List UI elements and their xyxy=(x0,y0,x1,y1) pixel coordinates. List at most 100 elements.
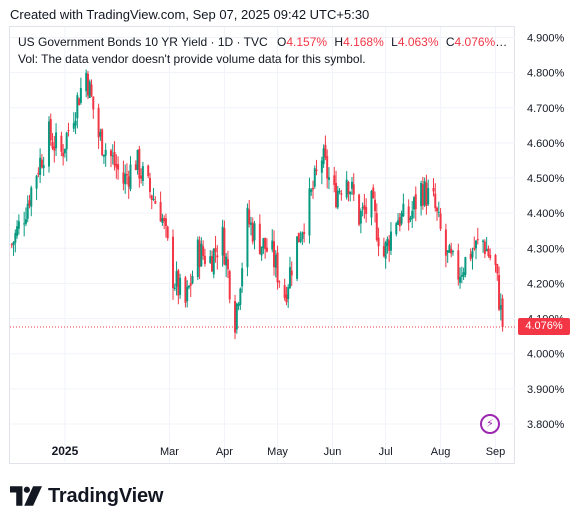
candle-body xyxy=(166,226,169,239)
x-tick-label: Mar xyxy=(160,446,179,458)
candle-body xyxy=(122,172,125,184)
candle-body xyxy=(365,207,368,214)
candle-body xyxy=(225,256,228,266)
candle-body xyxy=(198,240,201,268)
legend-close-label: C xyxy=(445,35,455,49)
legend-line: US Government Bonds 10 YR Yield · 1D · T… xyxy=(18,35,507,49)
candle-body xyxy=(301,232,304,240)
candle-body xyxy=(42,165,45,169)
tradingview-logo[interactable]: TradingView xyxy=(10,484,163,508)
candle-body xyxy=(51,142,54,149)
created-with-caption: Created with TradingView.com, Sep 07, 20… xyxy=(10,7,370,22)
candle-body xyxy=(53,146,56,151)
x-tick-label: 2025 xyxy=(52,444,79,458)
candle-body xyxy=(202,246,205,257)
candle-body xyxy=(296,236,299,279)
candle-body xyxy=(216,255,219,258)
candle-body xyxy=(150,195,153,200)
candle-body xyxy=(39,157,42,175)
candle-body xyxy=(473,247,476,250)
candle-body xyxy=(313,168,316,187)
candle-body xyxy=(425,182,428,206)
flash-icon[interactable]: ⚡ xyxy=(480,414,500,434)
y-tick-label: 4.500% xyxy=(527,173,565,185)
candle-body xyxy=(333,175,336,186)
candle-body xyxy=(239,288,242,305)
candle-body xyxy=(448,245,451,253)
candle-body xyxy=(374,199,377,212)
candle-body xyxy=(88,81,91,99)
candle-body xyxy=(111,155,114,157)
candle-body xyxy=(421,184,424,206)
y-tick-label: 4.400% xyxy=(527,208,565,220)
candle-body xyxy=(459,276,462,283)
candle-body xyxy=(76,95,79,119)
candle-body xyxy=(460,275,463,277)
candle-body xyxy=(411,210,414,219)
candle-body xyxy=(464,257,467,275)
legend-close-value: 4.076% xyxy=(454,35,496,49)
candle-body xyxy=(14,232,17,243)
candle-body xyxy=(372,187,375,199)
candle-body xyxy=(262,238,265,248)
candle-body xyxy=(420,182,423,207)
x-tick-label: May xyxy=(267,446,288,458)
candle-body xyxy=(159,202,162,222)
x-tick-label: Jun xyxy=(324,446,342,458)
candle-body xyxy=(288,267,291,288)
candle-body xyxy=(30,187,33,207)
candle-body xyxy=(483,241,486,255)
candle-body xyxy=(223,228,226,265)
candle-body xyxy=(264,237,267,250)
candle-body xyxy=(129,164,132,190)
candle-body xyxy=(101,129,104,156)
y-tick-label: 4.200% xyxy=(527,278,565,290)
candle-body xyxy=(345,179,348,198)
candle-body xyxy=(489,254,492,259)
candle-body xyxy=(141,166,144,181)
candle-body xyxy=(485,248,488,252)
candle-body xyxy=(179,277,182,295)
candle-body xyxy=(12,242,15,246)
candle-body xyxy=(164,218,167,227)
candle-body xyxy=(35,175,38,189)
candle-body xyxy=(226,259,229,270)
candle-body xyxy=(496,264,499,274)
candle-body xyxy=(501,298,504,327)
candle-body xyxy=(92,96,95,110)
candle-body xyxy=(209,256,212,263)
candle-body xyxy=(326,156,329,179)
candle-body xyxy=(382,246,385,257)
candle-body xyxy=(228,271,231,300)
candle-body xyxy=(212,249,215,275)
price-chart[interactable]: 4.900% 4.800% 4.700% 4.600% 4.500% 4.400% 4.30… xyxy=(0,0,584,470)
chart-frame xyxy=(9,26,515,464)
candle-body xyxy=(287,287,290,299)
legend-low-value: 4.063% xyxy=(397,35,439,49)
candle-body xyxy=(241,268,244,287)
candle-body xyxy=(462,272,465,277)
candle-body xyxy=(115,163,118,168)
candle-body xyxy=(148,177,151,193)
candle-body xyxy=(40,159,43,168)
candle-body xyxy=(432,187,435,192)
candle-body xyxy=(47,121,50,167)
legend-title: US Government Bonds 10 YR Yield · 1D · T… xyxy=(18,35,268,49)
candle-body xyxy=(349,192,352,195)
legend-open-label: O xyxy=(277,35,287,49)
candle-body xyxy=(136,149,139,170)
candle-body xyxy=(308,188,311,236)
y-tick-label: 3.900% xyxy=(527,384,565,396)
candle-body xyxy=(24,219,27,224)
candle-body xyxy=(173,287,176,290)
candle-body xyxy=(140,175,143,179)
candle-body xyxy=(352,184,355,195)
candle-body xyxy=(350,181,353,189)
candle-body xyxy=(152,199,155,201)
candle-body xyxy=(423,181,426,206)
candle-body xyxy=(189,283,192,286)
candle-body xyxy=(49,119,52,141)
candle-body xyxy=(134,164,137,170)
legend-open-value: 4.157% xyxy=(286,35,328,49)
candle-body xyxy=(388,240,391,251)
